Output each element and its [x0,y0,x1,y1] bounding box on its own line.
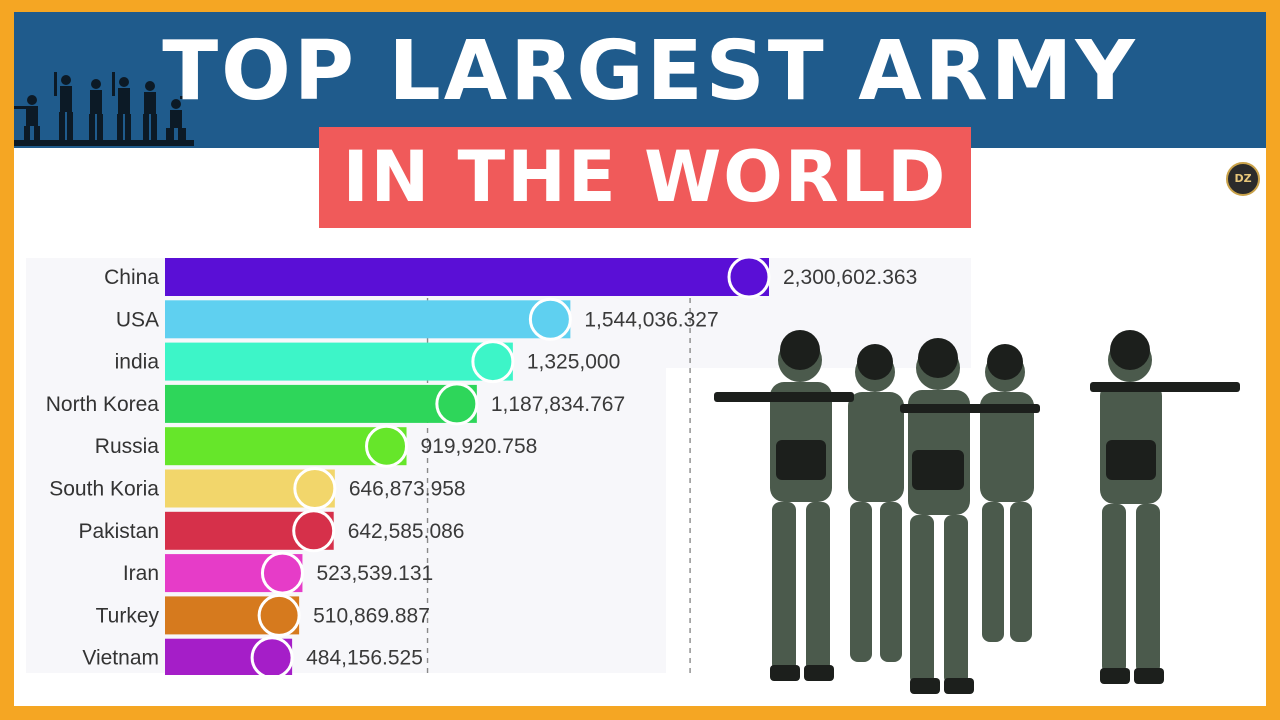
value-label: 646,873.958 [349,478,466,501]
flag-icon [528,297,572,341]
value-label: 1,187,834.767 [491,393,625,416]
title-banner [14,12,1266,148]
flag-icon [250,636,294,675]
flag-icon [292,509,336,553]
page-subtitle: IN THE WORLD [342,136,948,218]
value-label: 642,585.086 [348,520,465,543]
bar-india [165,342,513,381]
soldiers-photo-icon [714,330,1240,694]
bar-chart: China 2,300,602.363 USA 1,544,036.327 india 1… [26,255,971,675]
category-label: Russia [95,435,160,458]
category-label: Turkey [96,604,160,627]
value-label: 1,544,036.327 [584,308,718,331]
category-label: Iran [123,562,159,585]
channel-logo-icon: DZ [1226,162,1260,196]
flag-icon [260,551,304,595]
value-label: 2,300,602.363 [783,266,917,289]
page-title: TOP LARGEST ARMY [162,24,1138,119]
category-label: Vietnam [82,647,159,670]
bar-north-korea [165,384,477,423]
flag-icon [435,382,479,426]
subtitle-box: IN THE WORLD [319,127,971,228]
frame-right [1266,0,1280,720]
frame-bottom [0,706,1280,720]
frame-top [0,0,1280,12]
frame-left [0,0,14,720]
category-label: South Koria [49,478,159,501]
value-label: 1,325,000 [527,351,620,374]
category-label: india [115,351,160,374]
bar-usa [165,300,571,339]
value-label: 523,539.131 [316,562,433,585]
category-label: Pakistan [78,520,159,543]
category-label: USA [116,308,159,331]
flag-icon [257,593,301,637]
value-label: 919,920.758 [421,435,538,458]
flag-icon [471,340,515,384]
soldier-silhouette-icon [14,72,194,146]
category-label: China [104,266,159,289]
flag-icon [365,424,409,468]
flag-icon [727,255,771,299]
bar-china [165,258,769,296]
value-label: 484,156.525 [306,647,423,670]
value-label: 510,869.887 [313,604,430,627]
flag-icon [293,467,337,510]
category-label: North Korea [46,393,160,416]
